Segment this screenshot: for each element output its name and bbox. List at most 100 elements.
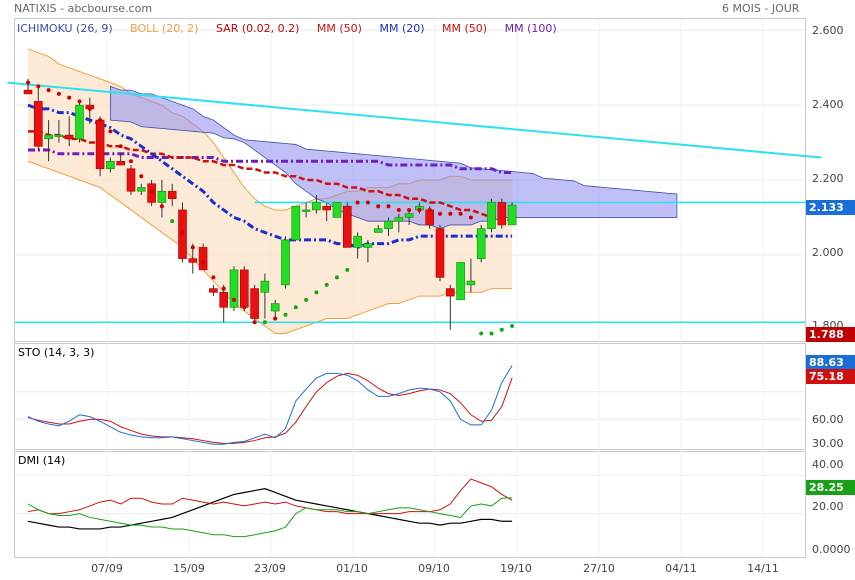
candle-body	[116, 160, 125, 166]
candle-body	[270, 303, 280, 312]
x-tick: 01/10	[336, 562, 368, 575]
sar-dot	[180, 230, 185, 235]
candle-body	[445, 288, 455, 297]
mm50-line	[28, 130, 513, 223]
x-tick: 19/10	[500, 562, 532, 575]
candle-body	[167, 190, 177, 200]
legend-mm50[interactable]: MM (50)	[316, 22, 362, 35]
sar-dot	[190, 245, 195, 250]
candle-body	[507, 204, 517, 226]
candle-body	[95, 119, 105, 170]
candle-body	[476, 228, 486, 259]
dmi-label: DMI (14)	[18, 454, 66, 467]
dmi-plus-line	[27, 497, 513, 538]
sar-dot	[293, 305, 298, 310]
candle-body	[363, 243, 373, 248]
candle-body	[229, 269, 239, 308]
candle-body	[291, 205, 301, 241]
x-tick: 14/11	[747, 562, 779, 575]
candle-body	[75, 104, 84, 140]
candle-body	[281, 239, 290, 286]
sto-panel	[14, 343, 806, 450]
ichimoku-cloud	[110, 85, 678, 230]
sto-k-line	[27, 365, 513, 445]
sar-dot	[345, 267, 350, 272]
sar-dot	[273, 316, 278, 321]
price-tick: 2.000	[812, 246, 844, 259]
dmi-tick: 40.00	[812, 458, 844, 471]
sar-dot	[262, 320, 267, 325]
sar-dot	[468, 215, 473, 220]
candle-body	[425, 209, 435, 226]
sto-tick: 30.00	[812, 437, 844, 450]
sar-dot	[26, 80, 30, 85]
candle-body	[394, 217, 404, 222]
price-tick: 2.400	[812, 98, 844, 111]
sto-label: STO (14, 3, 3)	[18, 346, 95, 359]
sar-dot	[221, 286, 226, 291]
candle-body	[188, 258, 198, 263]
sar-dot	[499, 327, 504, 332]
x-tick: 04/11	[665, 562, 697, 575]
sar-dot	[386, 204, 391, 209]
sar-dot	[396, 207, 401, 212]
sar-dot	[67, 95, 72, 100]
mm100-line	[28, 148, 513, 175]
sar-dot	[324, 282, 329, 287]
sar-dot	[335, 275, 339, 280]
indicator-legend: ICHIMOKU (26, 9) BOLL (20, 2) SAR (0.02,…	[17, 22, 571, 35]
sar-dot	[438, 211, 442, 216]
dmi-tick: 20.00	[812, 500, 844, 513]
candle-body	[456, 262, 465, 301]
candle-body	[219, 292, 228, 308]
sar-dot	[489, 331, 494, 336]
sar-dot	[510, 324, 515, 329]
dmi-tick: 0.0000	[812, 543, 851, 556]
sar-dot	[283, 312, 288, 317]
legend-ichimoku[interactable]: ICHIMOKU (26, 9)	[17, 22, 113, 35]
candle-body	[435, 228, 445, 278]
sto-tick: 60.00	[812, 413, 844, 426]
sar-dot	[77, 99, 82, 104]
candle-body	[23, 89, 33, 95]
candle-body	[373, 228, 383, 233]
candle-body	[332, 202, 342, 218]
candle-body	[404, 213, 414, 218]
mm20-line	[27, 103, 513, 249]
sto-k-badge: 88.63	[806, 355, 855, 370]
sar-dot	[98, 118, 103, 123]
price-tick: 2.600	[812, 24, 844, 37]
bollinger-lower-line	[27, 160, 513, 335]
dmi-panel	[14, 451, 806, 558]
candle-body	[54, 134, 64, 137]
candle-body	[497, 202, 507, 226]
sar-dot	[87, 106, 92, 111]
legend-mm20[interactable]: MM (20)	[379, 22, 425, 35]
candle-body	[466, 280, 476, 286]
legend-boll[interactable]: BOLL (20, 2)	[130, 22, 199, 35]
legend-mm50-b[interactable]: MM (50)	[442, 22, 488, 35]
candle-body	[209, 288, 218, 293]
sar-dot	[46, 88, 51, 93]
candle-body	[198, 247, 208, 271]
sar-dot	[427, 207, 432, 212]
legend-sar[interactable]: SAR (0.02, 0.2)	[215, 22, 300, 35]
sar-dot	[201, 260, 206, 265]
candle-body	[301, 209, 311, 212]
x-tick: 23/09	[254, 562, 286, 575]
sar-dot	[314, 290, 319, 295]
candle-body	[384, 220, 393, 229]
sar-dot	[242, 305, 247, 310]
legend-mm100[interactable]: MM (100)	[504, 22, 557, 35]
adx-line	[27, 488, 513, 530]
sar-dot	[479, 331, 484, 336]
last-price-badge: 2.133	[806, 200, 855, 215]
sar-dot	[304, 297, 309, 302]
sar-dot	[108, 129, 113, 134]
period-label[interactable]: 6 MOIS - JOUR	[722, 2, 800, 15]
x-tick: 27/10	[583, 562, 615, 575]
candle-body	[353, 235, 362, 248]
candle-body	[342, 205, 352, 248]
